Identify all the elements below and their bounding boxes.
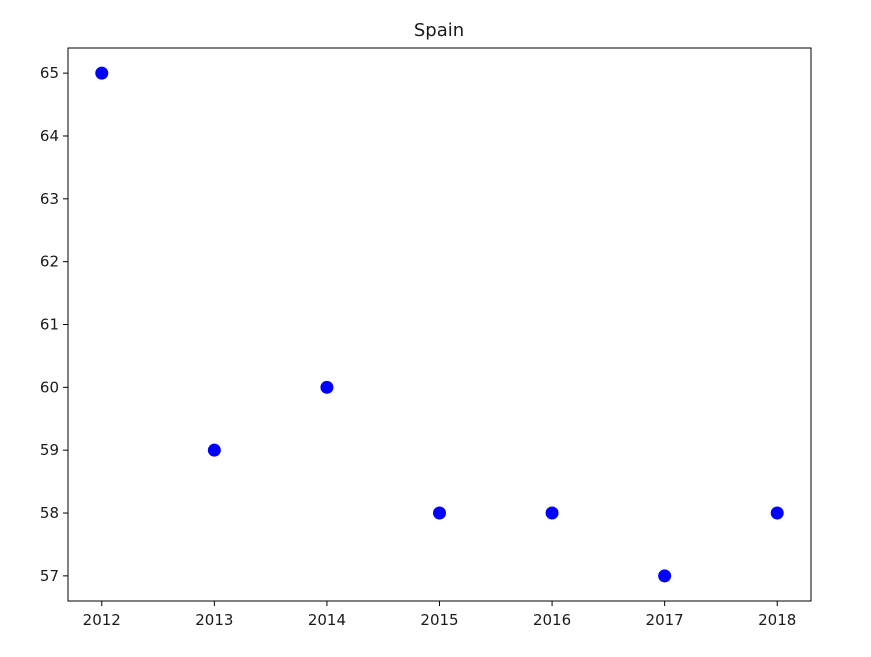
x-tick-label: 2017	[646, 611, 684, 629]
y-tick-label: 62	[40, 253, 59, 271]
data-point	[320, 380, 334, 394]
data-point	[433, 506, 446, 520]
x-tick-label: 2016	[533, 611, 571, 629]
data-point	[95, 66, 109, 80]
x-tick-label: 2015	[420, 611, 458, 629]
y-tick-label: 65	[40, 64, 59, 82]
y-axis: 57 58 59 60 61 62 63 64 65	[40, 64, 68, 585]
x-tick-label: 2018	[758, 611, 796, 629]
y-tick-label: 59	[40, 441, 59, 459]
y-tick-label: 61	[40, 316, 59, 334]
y-tick-label: 58	[40, 504, 59, 522]
y-tick-label: 57	[40, 567, 59, 585]
x-tick-label: 2012	[83, 611, 121, 629]
data-point	[658, 569, 672, 583]
x-axis: 2012 2013 2014 2015 2016 2017 2018	[83, 601, 796, 629]
data-point	[545, 506, 559, 520]
x-tick-label: 2014	[308, 611, 346, 629]
chart-title: Spain	[414, 20, 464, 41]
y-tick-label: 63	[40, 190, 59, 208]
data-point	[770, 506, 784, 520]
x-tick-label: 2013	[195, 611, 233, 629]
y-tick-label: 60	[40, 378, 59, 396]
data-points	[95, 66, 784, 583]
data-point	[207, 443, 221, 457]
y-tick-label: 64	[40, 127, 59, 145]
